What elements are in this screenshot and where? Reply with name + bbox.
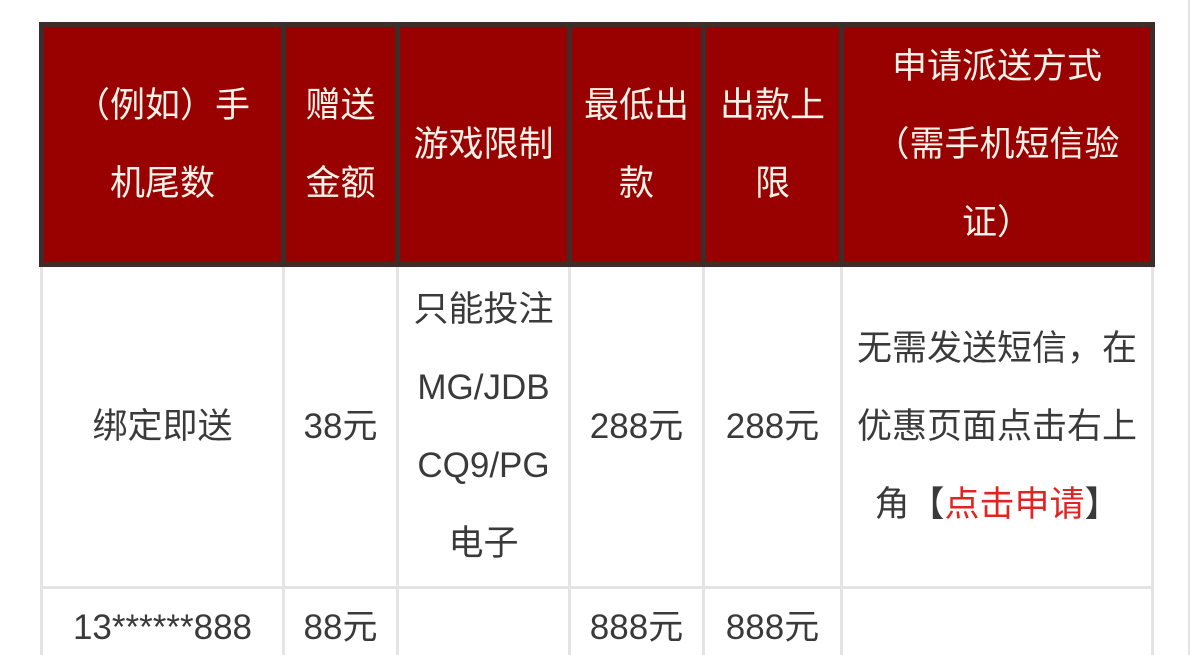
header-cell-phone-tail: （例如）手 机尾数: [39, 22, 286, 267]
cell-phone-tail: 绑定即送: [40, 263, 285, 589]
cell-gift-amount: 88元: [282, 586, 399, 655]
header-cell-apply-method: 申请派送方式 （需手机短信验 证）: [839, 22, 1155, 267]
header-row: （例如）手 机尾数 赠送 金额 游戏限制 最低出 款 出款上 限: [39, 22, 1155, 267]
apply-line3-prefix: 角【: [874, 484, 945, 524]
header-min-withdraw-line1: 最低出: [583, 85, 689, 125]
page-edge-divider: [1188, 0, 1190, 655]
header-cell-max-withdraw: 出款上 限: [701, 22, 844, 267]
game-limit-line3: CQ9/PG: [417, 445, 550, 485]
cell-apply-method: [840, 586, 1154, 655]
table-row-phone-888: 13******888 88元 888元 888元: [40, 586, 1154, 655]
promo-table-header: （例如）手 机尾数 赠送 金额 游戏限制 最低出 款 出款上 限: [39, 22, 1155, 267]
cell-min-withdraw: 888元: [568, 586, 705, 655]
header-apply-method-line3: 证）: [961, 202, 1032, 242]
header-phone-tail-line2: 机尾数: [109, 163, 215, 203]
apply-line3-suffix: 】: [1084, 484, 1120, 524]
game-limit-line1: 只能投注: [413, 289, 554, 329]
table-row-bind-bonus: 绑定即送 38元 只能投注 MG/JDB CQ9/PG 电子 288元 288元…: [40, 263, 1154, 589]
game-limit-line4: 电子: [448, 523, 519, 563]
apply-now-link[interactable]: 点击申请: [944, 484, 1085, 524]
promo-table-body: 绑定即送 38元 只能投注 MG/JDB CQ9/PG 电子 288元 288元…: [40, 263, 1154, 655]
header-apply-method-line2: （需手机短信验: [874, 124, 1120, 164]
header-cell-min-withdraw: 最低出 款: [567, 22, 706, 267]
header-cell-game-limit: 游戏限制: [395, 22, 572, 267]
cell-max-withdraw: 288元: [702, 263, 843, 589]
header-cell-gift-amount: 赠送 金额: [281, 22, 400, 267]
header-apply-method-line1: 申请派送方式: [891, 46, 1102, 86]
header-gift-amount-line1: 赠送: [305, 85, 376, 125]
cell-max-withdraw: 888元: [702, 586, 843, 655]
cell-phone-tail: 13******888: [40, 586, 285, 655]
cell-game-limit: [396, 586, 571, 655]
cell-apply-method: 无需发送短信，在 优惠页面点击右上 角【点击申请】: [840, 263, 1154, 589]
header-min-withdraw-line2: 款: [618, 163, 654, 203]
cell-gift-amount: 38元: [282, 263, 399, 589]
header-max-withdraw-line2: 限: [754, 163, 790, 203]
header-max-withdraw-line1: 出款上: [719, 85, 825, 125]
apply-method-line1: 无需发送短信，在: [856, 328, 1137, 368]
apply-method-line2: 优惠页面点击右上: [856, 406, 1137, 446]
cell-min-withdraw: 288元: [568, 263, 705, 589]
apply-method-line3: 角【点击申请】: [843, 466, 1151, 544]
promo-table: （例如）手 机尾数 赠送 金额 游戏限制 最低出 款 出款上 限: [39, 22, 1155, 655]
header-game-limit-line1: 游戏限制: [413, 124, 554, 164]
header-gift-amount-line2: 金额: [305, 163, 376, 203]
cell-game-limit: 只能投注 MG/JDB CQ9/PG 电子: [396, 263, 571, 589]
game-limit-line2: MG/JDB: [417, 367, 550, 407]
header-phone-tail-line1: （例如）手: [74, 85, 250, 125]
